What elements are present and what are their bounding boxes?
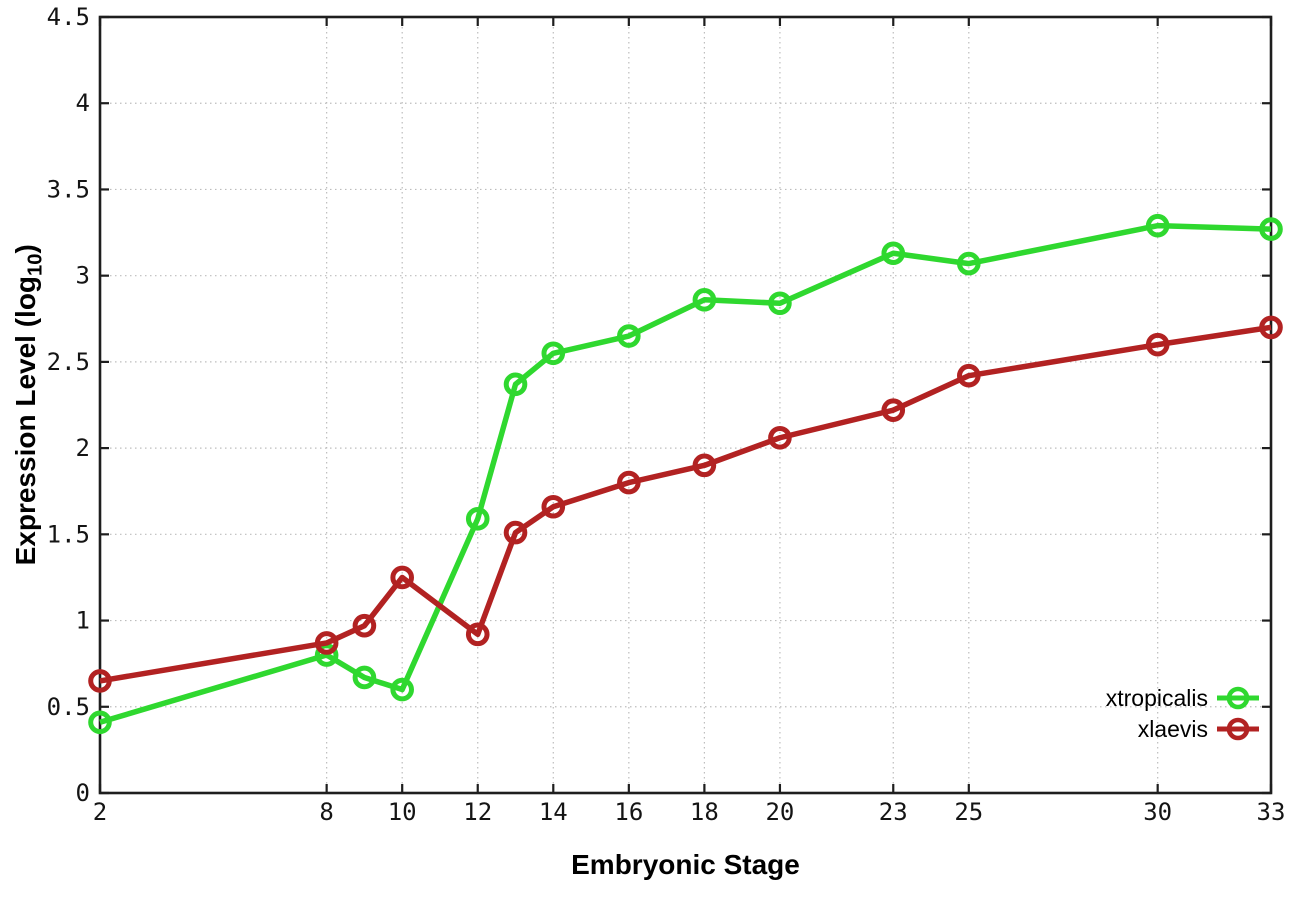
data-point-xlaevis-stage-25 (957, 363, 981, 388)
xtropicalis-line-marker-icon (1217, 686, 1259, 710)
x-tick-label: 20 (765, 798, 794, 826)
y-tick-label: 2 (76, 434, 90, 462)
data-point-xlaevis-stage-12 (465, 622, 490, 647)
y-axis-title-box: Expression Level (log10) (0, 17, 58, 793)
data-point-xlaevis-stage-33 (1259, 315, 1283, 340)
y-axis-title: Expression Level (log10) (10, 244, 48, 565)
data-point-xlaevis-stage-2 (88, 669, 112, 693)
legend-item-xtropicalis: xtropicalis (1106, 684, 1260, 712)
y-tick-label: 3 (76, 262, 90, 290)
x-tick-label: 33 (1257, 798, 1286, 826)
data-point-xlaevis-stage-16 (617, 470, 641, 495)
data-point-xlaevis-stage-18 (692, 453, 717, 478)
data-point-xtropicalis-stage-18 (692, 288, 717, 312)
data-point-xtropicalis-stage-16 (617, 324, 641, 348)
data-point-xtropicalis-stage-10 (390, 677, 414, 702)
y-tick-label: 1 (76, 607, 90, 635)
data-point-xtropicalis-stage-20 (768, 291, 792, 316)
data-point-xtropicalis-stage-13 (503, 372, 528, 397)
y-tick-label: 4 (76, 89, 90, 117)
legend: xtropicalis xlaevis (1106, 684, 1260, 743)
x-tick-label: 12 (463, 798, 492, 826)
x-tick-label: 30 (1143, 798, 1172, 826)
data-point-xtropicalis-stage-33 (1259, 217, 1283, 241)
data-point-xtropicalis-stage-25 (957, 251, 981, 276)
data-point-xlaevis-stage-20 (768, 425, 792, 450)
x-tick-label: 14 (539, 798, 568, 826)
xlaevis-line-marker-icon (1217, 717, 1259, 741)
data-point-xtropicalis-stage-14 (541, 341, 566, 366)
legend-label-xlaevis: xlaevis (1137, 716, 1208, 742)
data-point-xtropicalis-stage-23 (881, 241, 906, 266)
data-point-xtropicalis-stage-30 (1145, 213, 1170, 238)
data-point-xtropicalis-stage-12 (465, 507, 490, 531)
y-tick-label: 2.5 (47, 348, 90, 376)
legend-item-xlaevis: xlaevis (1138, 715, 1260, 743)
y-tick-label: 4.5 (47, 3, 90, 31)
data-point-xlaevis-stage-23 (881, 398, 906, 422)
data-point-xlaevis-stage-8 (314, 631, 339, 655)
x-axis-title: Embryonic Stage (571, 849, 800, 880)
y-tick-label: 3.5 (47, 175, 90, 203)
y-tick-label: 0 (76, 779, 90, 807)
data-point-xtropicalis-stage-2 (88, 710, 112, 735)
y-axis-title-end: ) (10, 244, 42, 254)
x-tick-label: 25 (954, 798, 983, 826)
data-point-xlaevis-stage-14 (541, 494, 566, 519)
data-point-xtropicalis-stage-9 (352, 665, 377, 690)
data-point-xlaevis-stage-10 (390, 565, 414, 590)
plot-frame (98, 15, 1273, 795)
y-tick-label: 1.5 (47, 520, 90, 548)
x-tick-label: 18 (690, 798, 719, 826)
x-tick-label: 2 (93, 798, 107, 826)
x-tick-label: 8 (319, 798, 333, 826)
x-tick-label: 10 (388, 798, 417, 826)
data-point-xlaevis-stage-30 (1145, 332, 1170, 357)
y-axis-title-main: Expression Level (log (10, 276, 42, 566)
series-line-xlaevis (99, 324, 1272, 684)
data-point-xlaevis-stage-9 (352, 613, 377, 638)
series-line-xtropicalis (99, 222, 1272, 725)
y-tick-label: 0.5 (47, 693, 90, 721)
x-tick-label: 16 (614, 798, 643, 826)
x-tick-label: 23 (879, 798, 908, 826)
data-point-xlaevis-stage-13 (503, 520, 528, 545)
legend-label-xtropicalis: xtropicalis (1105, 685, 1208, 711)
y-axis-title-subscript: 10 (24, 253, 47, 277)
